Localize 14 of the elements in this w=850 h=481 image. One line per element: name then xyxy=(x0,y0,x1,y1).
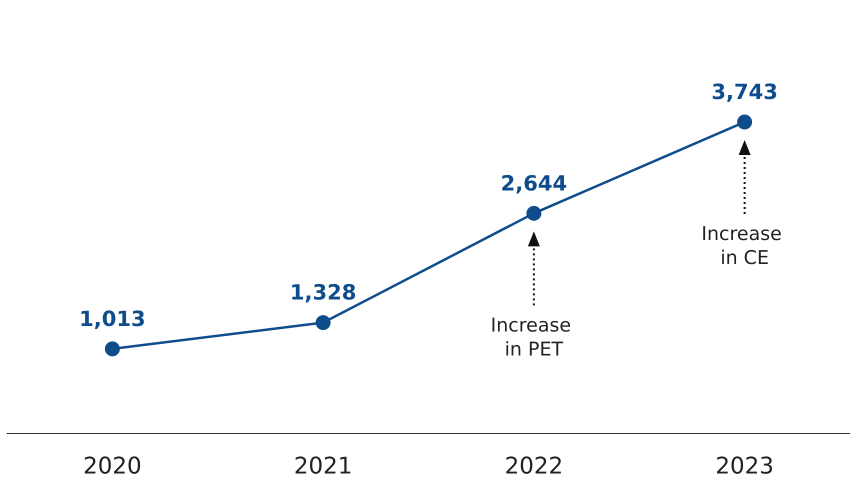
point xyxy=(737,114,752,130)
x-tick-label: 2022 xyxy=(504,454,564,480)
data-label: 1,328 xyxy=(290,280,356,305)
x-tick-label: 2020 xyxy=(83,454,142,480)
point xyxy=(104,341,120,356)
x-tick-label: 2021 xyxy=(294,454,352,480)
data-label: 2,644 xyxy=(500,171,568,196)
data-label: 1,013 xyxy=(79,306,146,331)
data-label: 3,743 xyxy=(711,80,778,104)
annotation: Increase in PET xyxy=(490,314,578,360)
point xyxy=(526,206,542,221)
point xyxy=(316,315,331,330)
annotation: Increase in CE xyxy=(701,223,788,269)
x-tick-label: 2023 xyxy=(715,454,774,480)
